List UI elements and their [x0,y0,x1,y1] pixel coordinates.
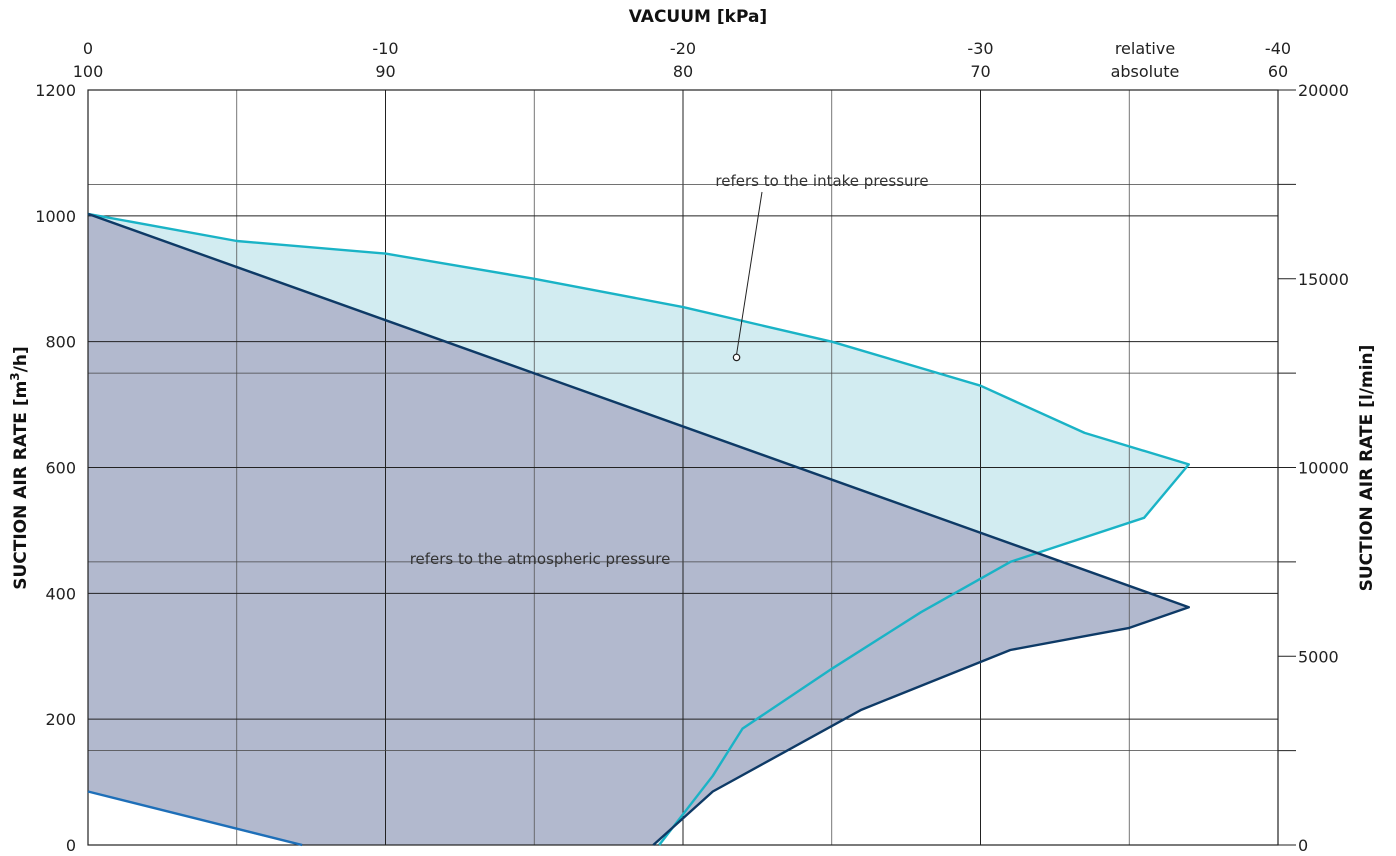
right-tick: 15000 [1298,270,1349,289]
absolute-label: absolute [1111,62,1180,81]
top-tick-absolute: 80 [673,62,693,81]
top-tick-relative: -20 [670,39,696,58]
right-tick: 0 [1298,836,1308,852]
right-tick: 5000 [1298,647,1339,666]
grid-layer [88,89,1296,846]
left-tick: 600 [45,459,76,478]
right-axis-title: SUCTION AIR RATE [l/min] [1357,345,1377,592]
plot-frame [87,89,1279,846]
right-tick: 10000 [1298,459,1349,478]
top-axis-title: VACUUM [kPa] [629,7,767,27]
annotation-marker [732,353,741,362]
top-tick-relative: 0 [83,39,93,58]
annotation-leader-line [736,191,763,355]
left-tick: 1000 [35,207,76,226]
left-axis-title-end: /h] [11,346,31,372]
left-tick: 0 [66,836,76,852]
left-tick: 1200 [35,81,76,100]
series-line-0 [87,212,1190,846]
areas-layer [88,213,1189,845]
annotation-atmospheric-text: refers to the atmospheric pressure [410,550,671,568]
top-tick-absolute: 90 [375,62,395,81]
series-area-1 [88,213,1189,845]
left-axis-title-sup: 3 [8,372,22,380]
right-tick: 20000 [1298,81,1349,100]
top-tick-absolute: 70 [970,62,990,81]
top-tick-absolute: 60 [1268,62,1288,81]
top-tick-relative: -10 [372,39,398,58]
annotation-intake-text: refers to the intake pressure [715,172,928,190]
relative-label: relative [1115,39,1175,58]
left-tick: 200 [45,710,76,729]
top-tick-relative: -30 [967,39,993,58]
left-axis-title-main: SUCTION AIR RATE [m [11,381,31,590]
top-tick-relative: -40 [1265,39,1291,58]
left-tick: 800 [45,333,76,352]
left-axis-title: SUCTION AIR RATE [m3/h] [8,346,31,590]
left-tick: 400 [45,584,76,603]
series-lines-layer [87,212,1190,847]
top-tick-absolute: 100 [73,62,104,81]
series-line-2 [87,790,303,847]
series-line-1 [87,212,1190,846]
